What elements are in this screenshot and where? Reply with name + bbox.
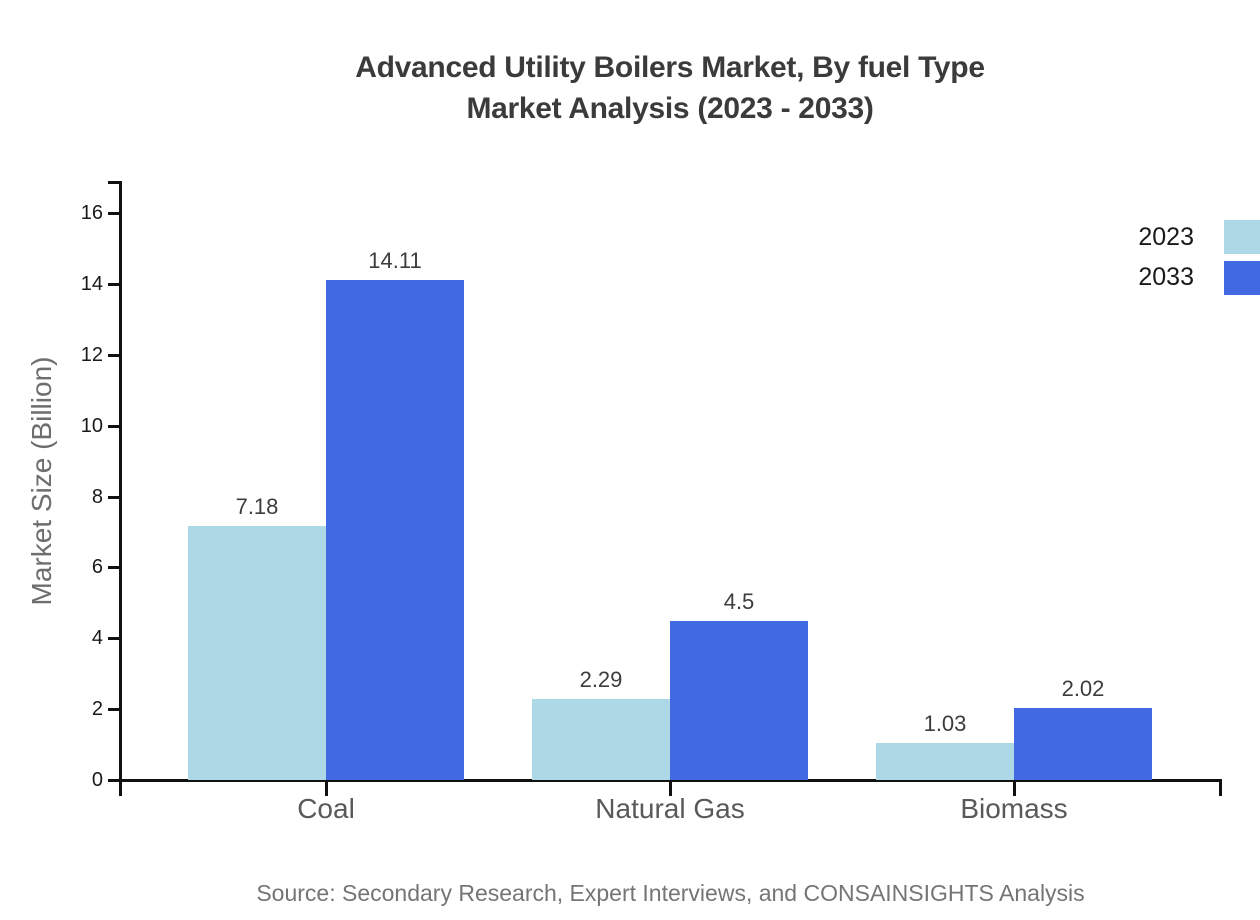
bar-biomass-2033 bbox=[1014, 708, 1152, 780]
x-axis-tick bbox=[669, 779, 672, 796]
y-axis-tick bbox=[108, 708, 119, 711]
legend-label-2033: 2033 bbox=[1138, 263, 1194, 291]
bar-value-biomass-2033: 2.02 bbox=[1061, 676, 1105, 701]
chart-title-line1: Advanced Utility Boilers Market, By fuel… bbox=[355, 51, 985, 84]
y-axis-tick-label: 8 bbox=[91, 486, 103, 508]
y-axis-tick-label: 0 bbox=[91, 769, 103, 791]
source-attribution: Source: Secondary Research, Expert Inter… bbox=[256, 880, 1085, 906]
y-axis-tick bbox=[108, 779, 119, 782]
y-axis-tick bbox=[108, 566, 119, 569]
bar-value-natural-gas-2033: 4.5 bbox=[723, 589, 755, 614]
category-label-natural-gas: Natural Gas bbox=[595, 793, 745, 824]
y-axis-tick bbox=[108, 425, 119, 428]
y-axis-tick-label: 10 bbox=[80, 415, 103, 437]
legend-swatch-2023-icon bbox=[1224, 220, 1260, 254]
bar-value-biomass-2023: 1.03 bbox=[923, 711, 967, 736]
y-axis-end-cap bbox=[108, 181, 122, 184]
y-axis-tick-label: 14 bbox=[80, 273, 103, 295]
y-axis-tick bbox=[108, 354, 119, 357]
bar-coal-2023 bbox=[188, 526, 326, 780]
y-axis-tick bbox=[108, 496, 119, 499]
chart-title: Advanced Utility Boilers Market, By fuel… bbox=[80, 47, 1260, 129]
legend-swatch-2033-icon bbox=[1224, 261, 1260, 295]
bar-value-coal-2023: 7.18 bbox=[235, 494, 279, 519]
y-axis-tick-label: 4 bbox=[91, 627, 103, 649]
bar-natural-gas-2033 bbox=[670, 621, 808, 780]
y-axis-tick bbox=[108, 283, 119, 286]
x-axis-end-tick bbox=[1219, 779, 1222, 796]
category-label-coal: Coal bbox=[297, 793, 355, 824]
y-axis-tick-label: 6 bbox=[91, 556, 103, 578]
x-axis-tick bbox=[325, 779, 328, 796]
bar-value-natural-gas-2023: 2.29 bbox=[579, 667, 623, 692]
bar-value-coal-2033: 14.11 bbox=[368, 248, 422, 273]
bar-biomass-2023 bbox=[876, 743, 1014, 780]
bar-coal-2033 bbox=[326, 280, 464, 780]
y-axis-tick-label: 12 bbox=[80, 344, 103, 366]
x-axis-tick bbox=[1013, 779, 1016, 796]
category-label-biomass: Biomass bbox=[960, 793, 1068, 824]
y-axis-tick bbox=[108, 637, 119, 640]
bar-natural-gas-2023 bbox=[532, 699, 670, 780]
y-axis-tick bbox=[108, 212, 119, 215]
legend-label-2023: 2023 bbox=[1138, 223, 1194, 251]
y-axis-tick-label: 2 bbox=[91, 698, 103, 720]
y-axis-tick-label: 16 bbox=[80, 202, 103, 224]
chart-title-line2: Market Analysis (2023 - 2033) bbox=[466, 92, 874, 125]
y-axis-line bbox=[119, 181, 122, 796]
